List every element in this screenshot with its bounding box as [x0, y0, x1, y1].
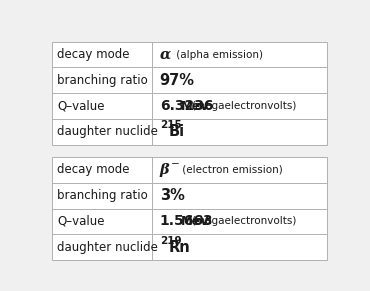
Text: Rn: Rn	[169, 240, 191, 255]
Text: decay mode: decay mode	[57, 164, 130, 176]
Text: MeV: MeV	[181, 215, 209, 228]
Text: (alpha emission): (alpha emission)	[174, 49, 263, 60]
Text: Bi: Bi	[169, 124, 185, 139]
Bar	[52, 157, 327, 260]
Bar	[52, 42, 327, 145]
Text: branching ratio: branching ratio	[57, 74, 148, 87]
Text: 1.5663: 1.5663	[159, 214, 213, 228]
Text: branching ratio: branching ratio	[57, 189, 148, 202]
Text: (electron emission): (electron emission)	[179, 165, 283, 175]
Text: Q–value: Q–value	[57, 215, 105, 228]
Text: (megaelectronvolts): (megaelectronvolts)	[191, 217, 296, 226]
Text: 6.3236: 6.3236	[159, 99, 213, 113]
Text: (megaelectronvolts): (megaelectronvolts)	[191, 101, 296, 111]
Text: 97%: 97%	[159, 73, 195, 88]
Text: MeV: MeV	[181, 100, 209, 113]
Text: 3%: 3%	[159, 188, 185, 203]
Text: daughter nuclide: daughter nuclide	[57, 125, 158, 138]
Text: β: β	[159, 163, 169, 177]
Text: −: −	[171, 159, 179, 169]
Text: α: α	[159, 47, 171, 61]
Text: decay mode: decay mode	[57, 48, 130, 61]
Text: 215: 215	[159, 120, 181, 130]
Text: 219: 219	[159, 235, 181, 246]
Text: Q–value: Q–value	[57, 100, 105, 113]
Text: daughter nuclide: daughter nuclide	[57, 241, 158, 254]
